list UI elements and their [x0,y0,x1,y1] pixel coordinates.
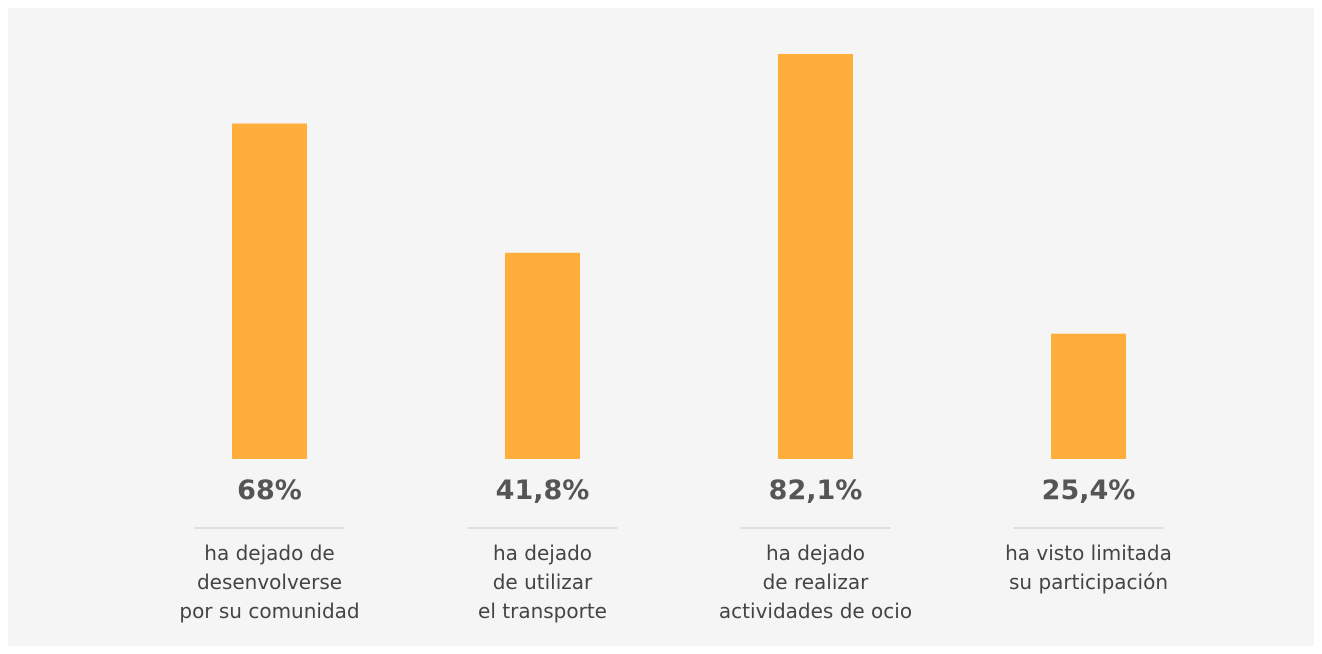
value-label: 82,1% [768,475,863,506]
value-label: 25,4% [1041,475,1136,506]
panel [8,8,1314,646]
bar [1051,333,1126,459]
bar [778,53,853,460]
bar [232,123,307,460]
category-label: ha visto limitada su participación [1005,541,1172,594]
category-label: ha dejado de realizar actividades de oci… [718,541,913,623]
bar [505,252,580,459]
value-label: 41,8% [495,475,590,506]
value-label: 68% [237,475,302,506]
category-label: ha dejado de utilizar el transporte [478,541,607,623]
category-label: ha dejado de desenvolverse por su comuni… [179,541,360,623]
